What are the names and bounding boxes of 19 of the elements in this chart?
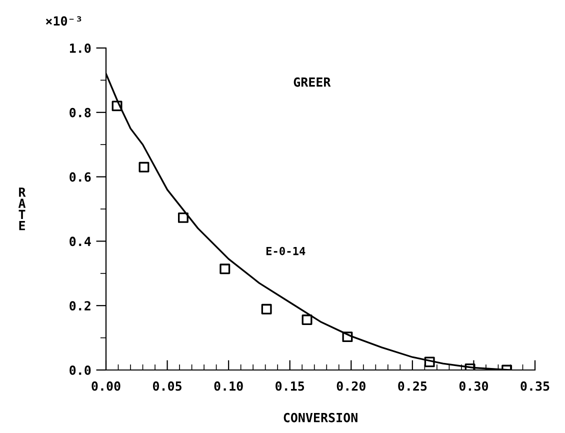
x-tick-label: 0.00 (92, 381, 120, 391)
x-tick-label: 0.30 (459, 381, 488, 391)
y-axis-title: RATE (18, 188, 26, 230)
y-tick-label: 0.0 (70, 365, 91, 375)
y-tick-label: 0.8 (70, 108, 91, 118)
x-tick-label: 0.15 (276, 381, 304, 391)
x-axis-title: CONVERSION (284, 412, 358, 422)
y-tick-label: 0.4 (70, 236, 91, 246)
y-tick-label: 0.6 (70, 172, 91, 182)
text: ×10⁻³ (46, 16, 82, 26)
y-tick-label: 1.0 (70, 43, 91, 53)
x-tick-label: 0.20 (336, 381, 366, 391)
x-tick-label: 0.35 (520, 381, 550, 391)
x-tick-label: 0.25 (398, 381, 427, 391)
annotation: E-0-14 (266, 246, 306, 256)
x-tick-label: 0.10 (214, 381, 243, 391)
y-tick-label: 0.2 (70, 301, 90, 311)
text: GREER (294, 77, 331, 87)
x-tick-label: 0.05 (152, 381, 182, 391)
